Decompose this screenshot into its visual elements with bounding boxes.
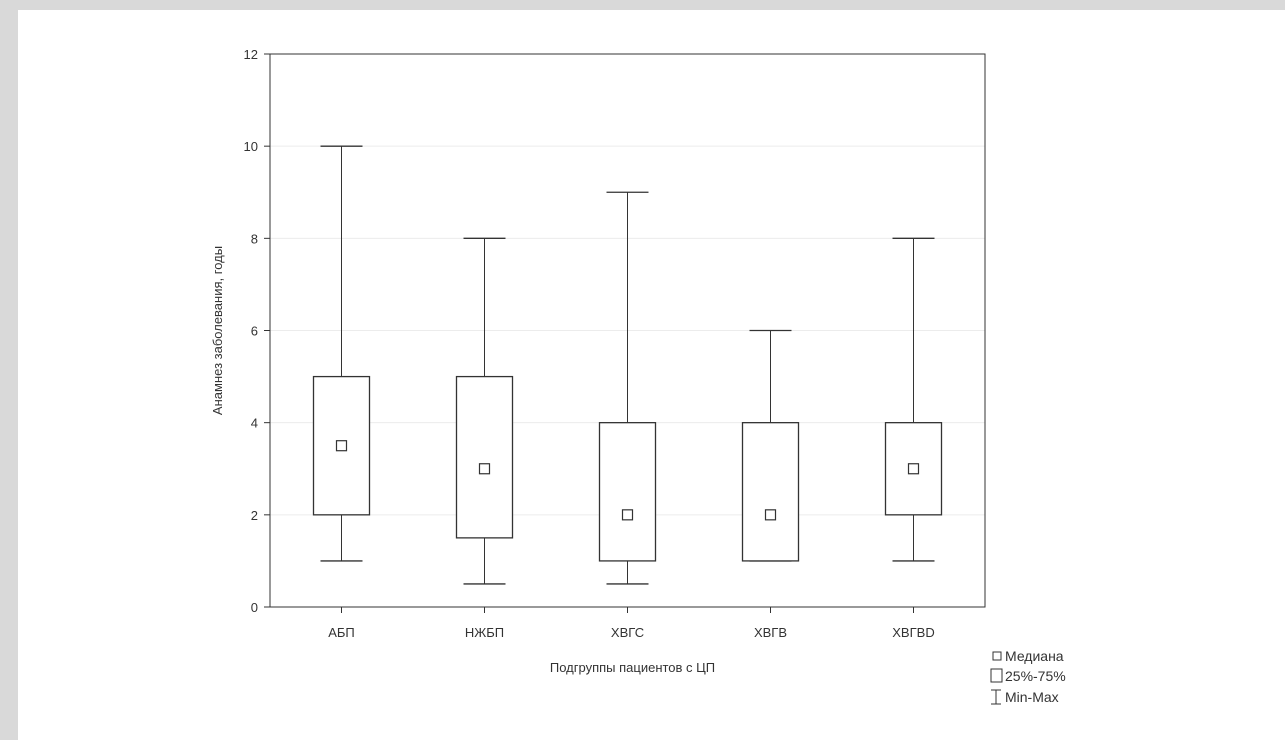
- median-marker: [621, 509, 634, 521]
- iqr-box: [598, 422, 657, 562]
- box-4: [741, 329, 800, 562]
- x-tick-label: НЖБП: [465, 625, 504, 640]
- median-marker: [478, 463, 491, 475]
- iqr-box: [741, 422, 800, 562]
- box-2: [455, 237, 514, 585]
- legend-box-label: 25%-75%: [1005, 668, 1066, 684]
- y-tick-label: 12: [244, 47, 258, 62]
- legend-median-label: Медиана: [1005, 648, 1064, 664]
- y-tick-label: 10: [244, 139, 258, 154]
- y-tick-label: 6: [251, 324, 258, 339]
- x-axis-ticks: АБП НЖБП ХВГС ХВГВ ХВГBD: [328, 607, 935, 640]
- box-5: [884, 237, 943, 562]
- y-axis-ticks: 0 2 4 6 8 10 12: [244, 47, 270, 615]
- median-marker: [764, 509, 777, 521]
- median-marker: [907, 463, 920, 475]
- y-tick-label: 4: [251, 416, 258, 431]
- y-tick-label: 8: [251, 231, 258, 246]
- legend-whisker-marker: [991, 689, 1001, 705]
- box-3: [598, 191, 657, 585]
- y-axis-label: Анамнез заболевания, годы: [210, 246, 225, 415]
- legend-box-marker: [990, 668, 1003, 683]
- median-marker: [335, 440, 348, 452]
- box-1: [312, 145, 371, 562]
- legend-whisker-label: Min-Max: [1005, 689, 1059, 705]
- iqr-box: [455, 375, 514, 539]
- x-tick-label: АБП: [328, 625, 355, 640]
- y-tick-label: 2: [251, 508, 258, 523]
- x-tick-label: ХВГBD: [892, 625, 934, 640]
- boxes-layer: [312, 145, 943, 585]
- legend: Медиана 25%-75% Min-Max: [990, 648, 1066, 705]
- x-tick-label: ХВГС: [611, 625, 644, 640]
- legend-median-marker: [992, 651, 1002, 661]
- y-tick-label: 0: [251, 600, 258, 615]
- x-tick-label: ХВГВ: [754, 625, 787, 640]
- x-axis-label: Подгруппы пациентов с ЦП: [550, 660, 715, 675]
